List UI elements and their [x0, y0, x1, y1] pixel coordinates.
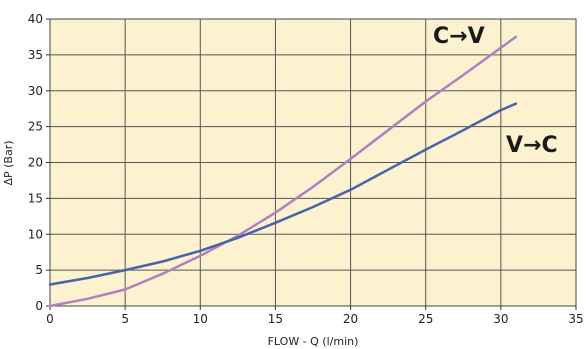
axes: 0 5 10 15 20 25 30 35 0 5 10 15 20 25 30 35 40: [28, 12, 584, 326]
series-label-2: V→C: [506, 133, 558, 158]
series-lines: [48, 35, 518, 308]
x-tick-label: 5: [121, 312, 129, 326]
series-line-1: [48, 35, 518, 308]
y-tick-label: 30: [28, 84, 43, 98]
x-tick-label: 10: [193, 312, 208, 326]
x-axis-title: FLOW - Q (l/min): [268, 335, 359, 348]
y-tick-label: 15: [28, 191, 43, 205]
x-tick-label: 25: [418, 312, 433, 326]
plot-border: [49, 18, 577, 307]
y-tick-label: 20: [28, 156, 43, 170]
series-line-2: [48, 102, 518, 286]
y-tick-label: 0: [35, 299, 43, 313]
x-tick-label: 35: [568, 312, 583, 326]
y-axis-title: ΔP (Bar): [2, 140, 15, 185]
x-tick-label: 15: [268, 312, 283, 326]
x-tick-label: 0: [46, 312, 54, 326]
x-tick-label: 30: [493, 312, 508, 326]
y-tick-label: 5: [35, 263, 43, 277]
y-tick-label: 10: [28, 227, 43, 241]
y-tick-label: 25: [28, 120, 43, 134]
series-labels: C→V V→C: [433, 24, 558, 158]
y-tick-label: 40: [28, 12, 43, 26]
y-tick-label: 35: [28, 48, 43, 62]
series-label-1: C→V: [433, 24, 485, 49]
x-tick-label: 20: [343, 312, 358, 326]
